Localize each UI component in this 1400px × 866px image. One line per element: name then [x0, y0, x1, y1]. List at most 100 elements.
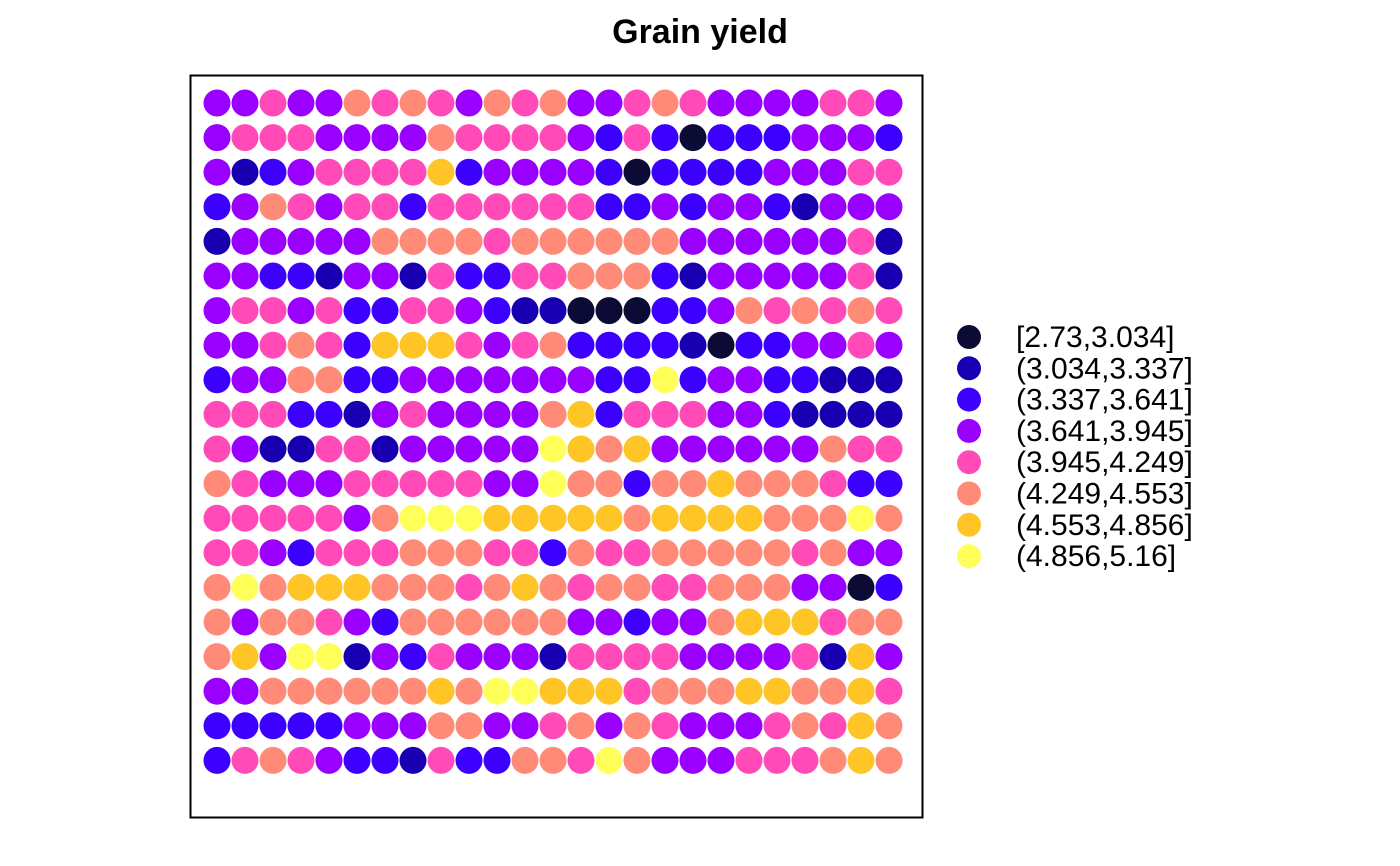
- data-point: [791, 89, 819, 117]
- data-point: [791, 643, 819, 671]
- data-point: [455, 331, 483, 359]
- data-point: [427, 331, 455, 359]
- data-point: [343, 331, 371, 359]
- data-point: [539, 158, 567, 186]
- data-point: [735, 504, 763, 532]
- data-point: [595, 297, 623, 325]
- data-point: [847, 608, 875, 636]
- data-point: [259, 677, 287, 705]
- data-point: [231, 158, 259, 186]
- data-point: [259, 227, 287, 255]
- data-point: [455, 262, 483, 290]
- legend: [2.73,3.034](3.034,3.337](3.337,3.641](3…: [957, 321, 1193, 573]
- data-point: [371, 573, 399, 601]
- data-point: [735, 539, 763, 567]
- data-point: [259, 400, 287, 428]
- data-point: [679, 643, 707, 671]
- data-point: [791, 539, 819, 567]
- data-point: [763, 608, 791, 636]
- data-point: [819, 539, 847, 567]
- data-point: [539, 677, 567, 705]
- data-point: [511, 573, 539, 601]
- data-point: [819, 400, 847, 428]
- data-point: [567, 435, 595, 463]
- data-point: [595, 608, 623, 636]
- data-point: [595, 677, 623, 705]
- data-point: [567, 573, 595, 601]
- data-point: [707, 712, 735, 740]
- data-point: [763, 643, 791, 671]
- data-point: [791, 504, 819, 532]
- data-point: [735, 677, 763, 705]
- data-point: [875, 677, 903, 705]
- data-point: [483, 89, 511, 117]
- data-point: [791, 608, 819, 636]
- data-point: [819, 746, 847, 774]
- data-point: [623, 573, 651, 601]
- data-point: [455, 504, 483, 532]
- data-point: [651, 193, 679, 221]
- data-point: [539, 331, 567, 359]
- data-point: [707, 89, 735, 117]
- data-point: [707, 158, 735, 186]
- data-point: [203, 677, 231, 705]
- plot-frame: [189, 74, 924, 819]
- data-point: [315, 746, 343, 774]
- data-point: [567, 89, 595, 117]
- data-point: [623, 643, 651, 671]
- data-point: [399, 297, 427, 325]
- data-point: [595, 573, 623, 601]
- data-point: [259, 608, 287, 636]
- data-point: [735, 573, 763, 601]
- data-point: [259, 331, 287, 359]
- data-point: [427, 504, 455, 532]
- data-point: [483, 643, 511, 671]
- data-point: [847, 470, 875, 498]
- data-point: [875, 366, 903, 394]
- data-point: [539, 227, 567, 255]
- data-point: [875, 470, 903, 498]
- data-point: [343, 504, 371, 532]
- data-point: [511, 366, 539, 394]
- data-point: [287, 573, 315, 601]
- data-point: [315, 400, 343, 428]
- data-point: [203, 573, 231, 601]
- data-point: [483, 262, 511, 290]
- data-point: [735, 158, 763, 186]
- legend-swatch: [957, 325, 981, 349]
- data-point: [511, 193, 539, 221]
- data-point: [231, 539, 259, 567]
- data-point: [819, 89, 847, 117]
- data-point: [343, 193, 371, 221]
- data-point: [567, 677, 595, 705]
- data-point: [875, 297, 903, 325]
- data-point: [651, 158, 679, 186]
- data-point: [651, 746, 679, 774]
- data-point: [735, 470, 763, 498]
- data-point: [539, 504, 567, 532]
- data-point: [511, 262, 539, 290]
- data-point: [539, 539, 567, 567]
- data-point: [875, 539, 903, 567]
- data-point: [539, 643, 567, 671]
- data-point: [343, 712, 371, 740]
- data-point: [287, 539, 315, 567]
- data-point: [763, 89, 791, 117]
- legend-swatch: [957, 387, 981, 412]
- data-point: [567, 608, 595, 636]
- data-point: [231, 504, 259, 532]
- data-point: [791, 193, 819, 221]
- data-point: [623, 193, 651, 221]
- data-point: [287, 608, 315, 636]
- data-point: [483, 297, 511, 325]
- data-point: [819, 262, 847, 290]
- data-point: [567, 400, 595, 428]
- data-point: [679, 227, 707, 255]
- data-point: [343, 262, 371, 290]
- data-point: [371, 227, 399, 255]
- data-point: [539, 608, 567, 636]
- data-point: [875, 643, 903, 671]
- data-point: [763, 331, 791, 359]
- data-point: [511, 470, 539, 498]
- data-point: [287, 746, 315, 774]
